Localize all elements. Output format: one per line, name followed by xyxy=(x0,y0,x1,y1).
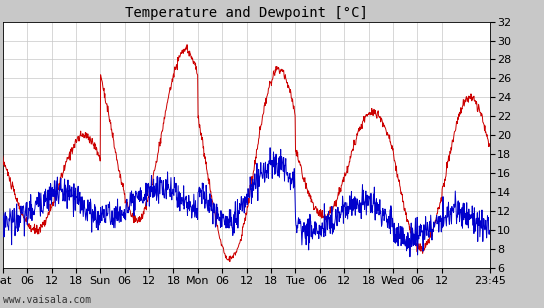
Text: www.vaisala.com: www.vaisala.com xyxy=(3,295,91,305)
Title: Temperature and Dewpoint [°C]: Temperature and Dewpoint [°C] xyxy=(125,6,368,20)
